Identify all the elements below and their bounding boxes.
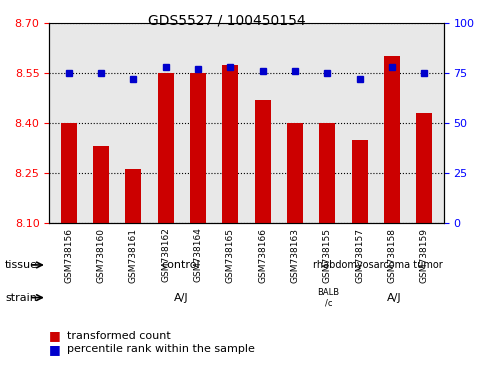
Bar — [190, 73, 206, 223]
Bar — [319, 123, 335, 223]
Text: rhabdomyosarcoma tumor: rhabdomyosarcoma tumor — [313, 260, 443, 270]
Bar — [158, 73, 174, 223]
Text: control: control — [161, 260, 200, 270]
Text: transformed count: transformed count — [67, 331, 170, 341]
Text: A/J: A/J — [174, 293, 188, 303]
Bar — [93, 146, 109, 223]
Bar — [61, 123, 77, 223]
Bar — [416, 113, 432, 223]
Text: BALB
/c: BALB /c — [317, 288, 340, 307]
Text: tissue: tissue — [5, 260, 38, 270]
Bar — [287, 123, 303, 223]
Text: percentile rank within the sample: percentile rank within the sample — [67, 344, 254, 354]
Text: ■: ■ — [49, 329, 61, 343]
Text: A/J: A/J — [387, 293, 402, 303]
Bar — [222, 65, 239, 223]
Text: ■: ■ — [49, 343, 61, 356]
Text: GDS5527 / 100450154: GDS5527 / 100450154 — [148, 13, 306, 27]
Bar — [352, 139, 368, 223]
Bar — [384, 56, 400, 223]
Text: strain: strain — [5, 293, 37, 303]
Bar — [125, 169, 141, 223]
Bar — [254, 99, 271, 223]
